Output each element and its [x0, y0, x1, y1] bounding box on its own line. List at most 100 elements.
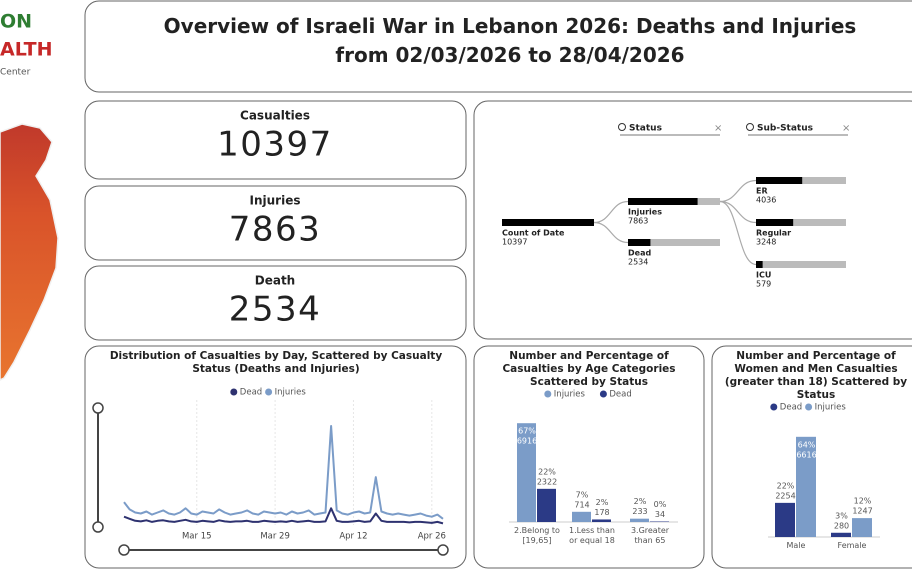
close-icon[interactable]: ×: [842, 123, 850, 134]
x-tick-label-box: 2.Belong to [19,65]: [509, 526, 565, 556]
x-tick-label: 3.Greater than 65: [622, 526, 678, 546]
node-label: ER: [756, 187, 768, 196]
x-tick-label-box: Female: [824, 541, 880, 571]
data-label: 6616: [796, 450, 816, 459]
card-label: Casualties: [240, 109, 310, 123]
legend-swatch: [805, 404, 812, 411]
logo-text: ON: [0, 11, 32, 33]
logo-text: Center: [0, 68, 31, 78]
data-label: 67%: [518, 427, 536, 436]
bar: [537, 489, 556, 522]
x-tick-label-box: 3.Greater than 65: [622, 526, 678, 556]
level-header: Status: [629, 124, 662, 134]
tree-bar: [628, 239, 650, 246]
x-tick-label: Female: [824, 541, 880, 551]
data-label: 22%: [538, 467, 556, 476]
node-label: Regular: [756, 229, 791, 238]
data-label: 7%: [576, 490, 589, 499]
x-tick-label: Apr 12: [339, 532, 367, 542]
page-title: Overview of Israeli War in Lebanon 2026:…: [135, 8, 885, 70]
chart-title-box: Number and Percentage of Women and Men C…: [718, 350, 912, 398]
node-value: 2534: [628, 258, 648, 267]
bar: [572, 512, 591, 522]
x-tick-label-box: 1.Less than or equal 18: [564, 526, 620, 556]
legend-label: Injuries: [554, 390, 586, 400]
data-label: 233: [632, 507, 647, 516]
level-header: Sub-Status: [757, 124, 813, 134]
tree-bar: [756, 177, 802, 184]
node-label: Count of Date: [502, 229, 565, 238]
page-title-box: Overview of Israeli War in Lebanon 2026:…: [135, 8, 885, 88]
tree-bar: [756, 219, 793, 226]
x-tick-label: 1.Less than or equal 18: [564, 526, 620, 546]
card-label: Death: [255, 274, 295, 288]
chart-title-box: Number and Percentage of Casualties by A…: [480, 350, 698, 398]
close-icon[interactable]: ×: [714, 123, 722, 134]
chart-title-box: Distribution of Casualties by Day, Scatt…: [95, 350, 457, 386]
tree-bar: [502, 219, 594, 226]
bar: [630, 519, 649, 522]
legend-label: Dead: [609, 390, 631, 400]
x-tick-label: Male: [768, 541, 824, 551]
node-value: 3248: [756, 238, 776, 247]
data-label: 714: [574, 500, 589, 509]
data-label: 2%: [596, 498, 609, 507]
legend-swatch: [265, 389, 272, 396]
card-value: 10397: [217, 125, 333, 165]
legend-label: Dead: [780, 403, 802, 413]
x-tick-label-box: Male: [768, 541, 824, 571]
bar: [831, 533, 851, 537]
data-label: 2322: [537, 477, 557, 486]
tree-bar: [628, 198, 698, 205]
slider-handle[interactable]: [93, 403, 103, 413]
data-label: 22%: [777, 481, 795, 490]
data-label: 178: [594, 508, 609, 517]
data-label: 12%: [854, 497, 872, 506]
card-value: 7863: [229, 210, 322, 250]
data-label: 64%: [798, 440, 816, 449]
legend-label: Dead: [240, 388, 262, 398]
x-tick-label: Apr 26: [418, 532, 446, 542]
node-label: Injuries: [628, 208, 662, 217]
node-value: 4036: [756, 196, 776, 205]
data-label: 3%: [835, 511, 848, 520]
card-label: Injuries: [250, 194, 301, 208]
data-label: 2%: [634, 497, 647, 506]
bar-track: [756, 261, 846, 268]
bar: [852, 518, 872, 537]
legend-label: Injuries: [815, 403, 847, 413]
legend-swatch: [600, 391, 607, 398]
legend-swatch: [770, 404, 777, 411]
slider-handle[interactable]: [119, 545, 129, 555]
node-value: 7863: [628, 217, 648, 226]
node-label: ICU: [756, 271, 771, 280]
legend-label: Injuries: [275, 388, 307, 398]
data-label: 1247: [852, 507, 872, 516]
legend-swatch: [544, 391, 551, 398]
x-tick-label: Mar 29: [260, 532, 290, 542]
x-tick-label: Mar 15: [182, 532, 212, 542]
node-value: 579: [756, 280, 771, 289]
legend-swatch: [230, 389, 237, 396]
x-tick-label: 2.Belong to [19,65]: [509, 526, 565, 546]
slider-handle[interactable]: [93, 522, 103, 532]
chart-title: Number and Percentage of Women and Men C…: [718, 350, 912, 398]
data-label: 0%: [654, 500, 667, 509]
map: [0, 124, 58, 380]
logo-text: ALTH: [0, 39, 53, 61]
slider-handle[interactable]: [438, 545, 448, 555]
bar: [775, 503, 795, 537]
chart-title: Number and Percentage of Casualties by A…: [480, 350, 698, 389]
bar: [592, 519, 611, 522]
node-value: 10397: [502, 238, 527, 247]
chart-title: Distribution of Casualties by Day, Scatt…: [95, 350, 457, 376]
data-label: 34: [655, 510, 665, 519]
card-value: 2534: [229, 290, 322, 330]
tree-bar: [756, 261, 763, 268]
data-label: 2254: [775, 491, 795, 500]
node-label: Dead: [628, 249, 651, 258]
data-label: 280: [834, 521, 849, 530]
data-label: 6916: [517, 437, 537, 446]
